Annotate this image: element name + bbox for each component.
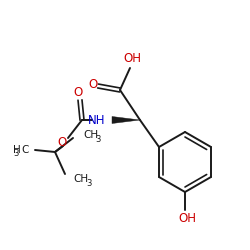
Text: 3: 3 xyxy=(14,148,19,158)
Text: CH: CH xyxy=(83,130,98,140)
Text: 3: 3 xyxy=(86,178,92,188)
Text: OH: OH xyxy=(123,52,141,66)
Text: OH: OH xyxy=(178,212,196,224)
Text: O: O xyxy=(74,86,82,98)
Text: H: H xyxy=(13,145,21,155)
Text: O: O xyxy=(88,78,98,92)
Text: CH: CH xyxy=(73,174,88,184)
Polygon shape xyxy=(112,116,140,123)
Text: 3: 3 xyxy=(95,134,100,143)
Text: O: O xyxy=(58,136,66,149)
Text: C: C xyxy=(22,145,29,155)
Text: NH: NH xyxy=(88,114,105,126)
